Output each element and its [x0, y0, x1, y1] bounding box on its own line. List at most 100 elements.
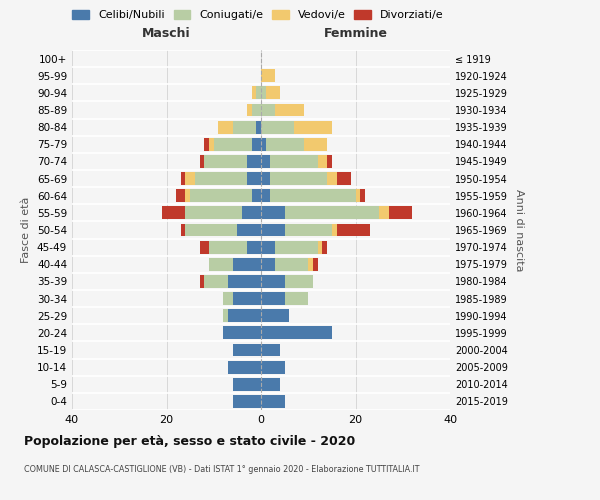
- Bar: [190, 190, 251, 202]
- Bar: [261, 258, 275, 270]
- Y-axis label: Anni di nascita: Anni di nascita: [514, 188, 524, 271]
- Bar: [247, 155, 261, 168]
- Bar: [261, 138, 266, 150]
- Bar: [251, 104, 261, 117]
- Bar: [261, 275, 284, 288]
- Bar: [261, 224, 284, 236]
- Bar: [261, 310, 289, 322]
- Bar: [223, 292, 233, 305]
- Bar: [261, 104, 275, 117]
- Bar: [318, 240, 322, 254]
- Bar: [266, 86, 280, 100]
- Bar: [271, 155, 318, 168]
- Bar: [218, 120, 233, 134]
- Text: Femmine: Femmine: [323, 26, 388, 40]
- Bar: [233, 344, 261, 356]
- Text: COMUNE DI CALASCA-CASTIGLIONE (VB) - Dati ISTAT 1° gennaio 2020 - Elaborazione T: COMUNE DI CALASCA-CASTIGLIONE (VB) - Dat…: [24, 465, 419, 474]
- Bar: [261, 86, 266, 100]
- Bar: [271, 190, 355, 202]
- Bar: [185, 172, 195, 185]
- Bar: [251, 138, 261, 150]
- Bar: [233, 120, 256, 134]
- Bar: [181, 172, 185, 185]
- Bar: [261, 378, 280, 390]
- Bar: [332, 224, 337, 236]
- Bar: [204, 155, 247, 168]
- Bar: [247, 240, 261, 254]
- Bar: [275, 258, 308, 270]
- Bar: [318, 155, 327, 168]
- Bar: [313, 258, 318, 270]
- Y-axis label: Fasce di età: Fasce di età: [22, 197, 31, 263]
- Bar: [185, 190, 190, 202]
- Bar: [261, 292, 284, 305]
- Bar: [266, 138, 304, 150]
- Bar: [308, 258, 313, 270]
- Bar: [337, 172, 351, 185]
- Bar: [200, 275, 204, 288]
- Bar: [238, 224, 261, 236]
- Bar: [261, 360, 284, 374]
- Bar: [261, 190, 271, 202]
- Bar: [200, 240, 209, 254]
- Bar: [304, 138, 327, 150]
- Bar: [327, 155, 332, 168]
- Bar: [162, 206, 185, 220]
- Bar: [176, 190, 185, 202]
- Bar: [261, 344, 280, 356]
- Bar: [256, 86, 261, 100]
- Text: Maschi: Maschi: [142, 26, 191, 40]
- Bar: [261, 240, 275, 254]
- Bar: [261, 120, 294, 134]
- Bar: [223, 326, 261, 340]
- Bar: [228, 275, 261, 288]
- Bar: [223, 310, 228, 322]
- Bar: [247, 104, 251, 117]
- Bar: [284, 224, 332, 236]
- Bar: [233, 258, 261, 270]
- Bar: [261, 70, 275, 82]
- Bar: [360, 190, 365, 202]
- Bar: [200, 155, 204, 168]
- Bar: [209, 240, 247, 254]
- Bar: [181, 224, 185, 236]
- Bar: [284, 292, 308, 305]
- Bar: [185, 206, 242, 220]
- Bar: [271, 172, 327, 185]
- Bar: [233, 395, 261, 408]
- Bar: [204, 138, 209, 150]
- Bar: [261, 395, 284, 408]
- Bar: [242, 206, 261, 220]
- Legend: Celibi/Nubili, Coniugati/e, Vedovi/e, Divorziati/e: Celibi/Nubili, Coniugati/e, Vedovi/e, Di…: [68, 6, 448, 25]
- Bar: [209, 258, 233, 270]
- Bar: [389, 206, 412, 220]
- Bar: [275, 104, 304, 117]
- Bar: [355, 190, 360, 202]
- Bar: [195, 172, 247, 185]
- Bar: [327, 172, 337, 185]
- Bar: [261, 206, 284, 220]
- Bar: [233, 378, 261, 390]
- Bar: [233, 292, 261, 305]
- Bar: [322, 240, 327, 254]
- Bar: [228, 310, 261, 322]
- Text: Popolazione per età, sesso e stato civile - 2020: Popolazione per età, sesso e stato civil…: [24, 435, 355, 448]
- Bar: [251, 190, 261, 202]
- Bar: [294, 120, 332, 134]
- Bar: [247, 172, 261, 185]
- Bar: [337, 224, 370, 236]
- Bar: [228, 360, 261, 374]
- Bar: [275, 240, 318, 254]
- Bar: [284, 206, 379, 220]
- Bar: [261, 172, 271, 185]
- Bar: [185, 224, 238, 236]
- Bar: [204, 275, 228, 288]
- Bar: [261, 326, 332, 340]
- Bar: [214, 138, 251, 150]
- Bar: [209, 138, 214, 150]
- Bar: [284, 275, 313, 288]
- Bar: [379, 206, 389, 220]
- Bar: [256, 120, 261, 134]
- Bar: [261, 155, 271, 168]
- Bar: [251, 86, 256, 100]
